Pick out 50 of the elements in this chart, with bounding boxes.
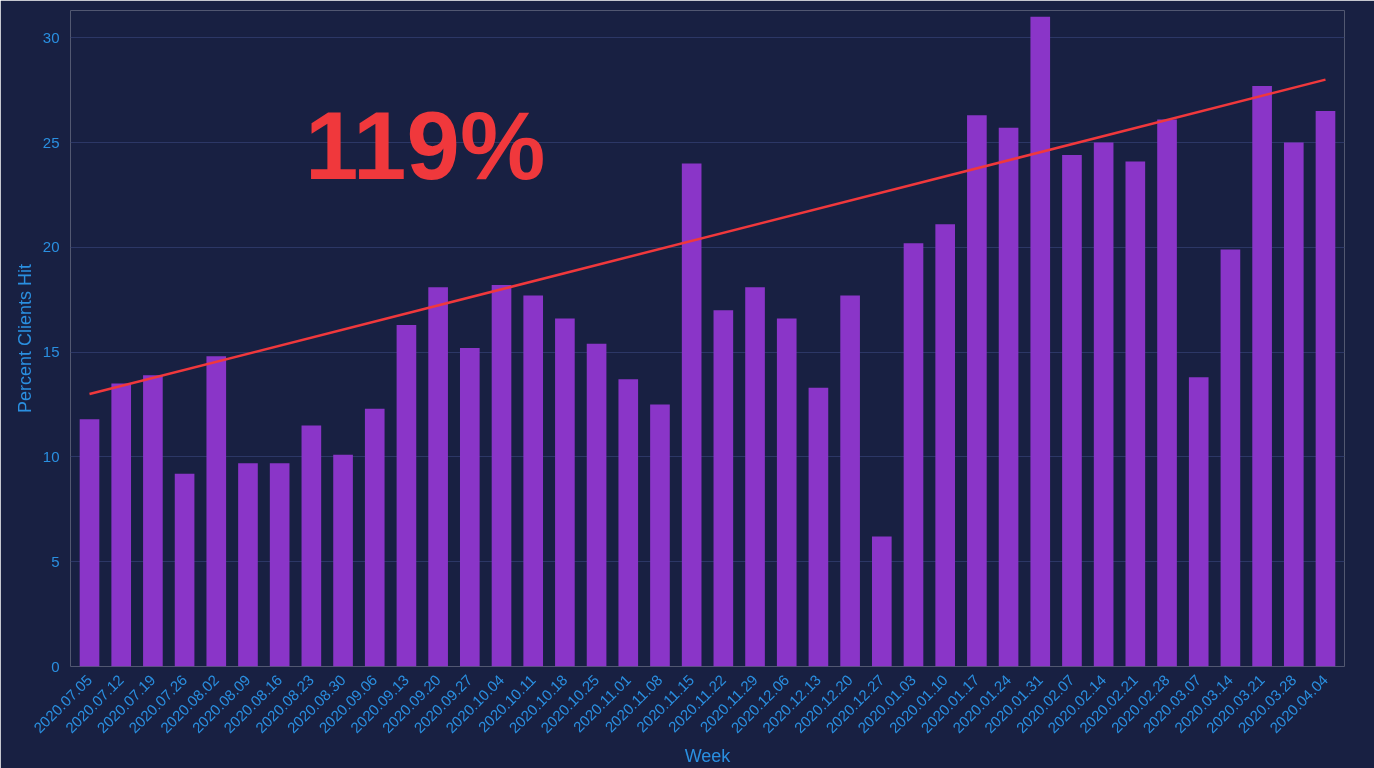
bar bbox=[1220, 249, 1241, 667]
x-axis-title: Week bbox=[684, 745, 732, 766]
bar bbox=[1252, 85, 1272, 667]
bar bbox=[745, 287, 765, 667]
bar bbox=[681, 163, 702, 667]
bar bbox=[1157, 119, 1177, 667]
bar bbox=[776, 318, 797, 667]
y-tick-label: 30 bbox=[42, 28, 60, 46]
y-tick-label: 15 bbox=[42, 343, 60, 361]
bar bbox=[935, 224, 956, 667]
bar bbox=[713, 310, 734, 667]
bar bbox=[586, 343, 607, 667]
bar bbox=[840, 295, 860, 667]
bar bbox=[1030, 16, 1051, 667]
bar bbox=[174, 473, 195, 667]
bar bbox=[871, 536, 892, 667]
bar bbox=[238, 463, 258, 667]
y-tick-label: 20 bbox=[42, 238, 60, 256]
bar bbox=[428, 287, 448, 667]
bar bbox=[396, 324, 417, 667]
bar bbox=[903, 243, 924, 667]
y-tick-label: 5 bbox=[51, 552, 60, 570]
bar bbox=[364, 408, 385, 667]
bar bbox=[1188, 377, 1209, 667]
y-tick-label: 10 bbox=[42, 447, 60, 465]
bar bbox=[143, 375, 163, 667]
bar bbox=[491, 285, 512, 667]
bar bbox=[111, 383, 132, 667]
bar bbox=[523, 295, 544, 667]
bar bbox=[1093, 142, 1114, 667]
bar bbox=[1315, 111, 1336, 667]
bar bbox=[206, 356, 227, 667]
bar bbox=[967, 115, 987, 667]
bar bbox=[269, 463, 290, 667]
bar bbox=[998, 127, 1019, 667]
bar bbox=[618, 379, 639, 667]
bar bbox=[301, 425, 322, 667]
annotation: 119% bbox=[305, 92, 546, 200]
bar bbox=[79, 419, 100, 667]
bar bbox=[1125, 161, 1146, 667]
bar bbox=[1283, 142, 1304, 667]
y-tick-label: 25 bbox=[42, 133, 60, 151]
bar bbox=[650, 404, 670, 667]
y-tick-label: 0 bbox=[51, 657, 60, 675]
bar bbox=[555, 318, 575, 667]
bar bbox=[808, 387, 829, 667]
bar bbox=[333, 454, 353, 667]
bar bbox=[459, 347, 480, 667]
y-axis-title: Percent Clients Hit bbox=[14, 263, 35, 414]
bar bbox=[1062, 155, 1082, 667]
